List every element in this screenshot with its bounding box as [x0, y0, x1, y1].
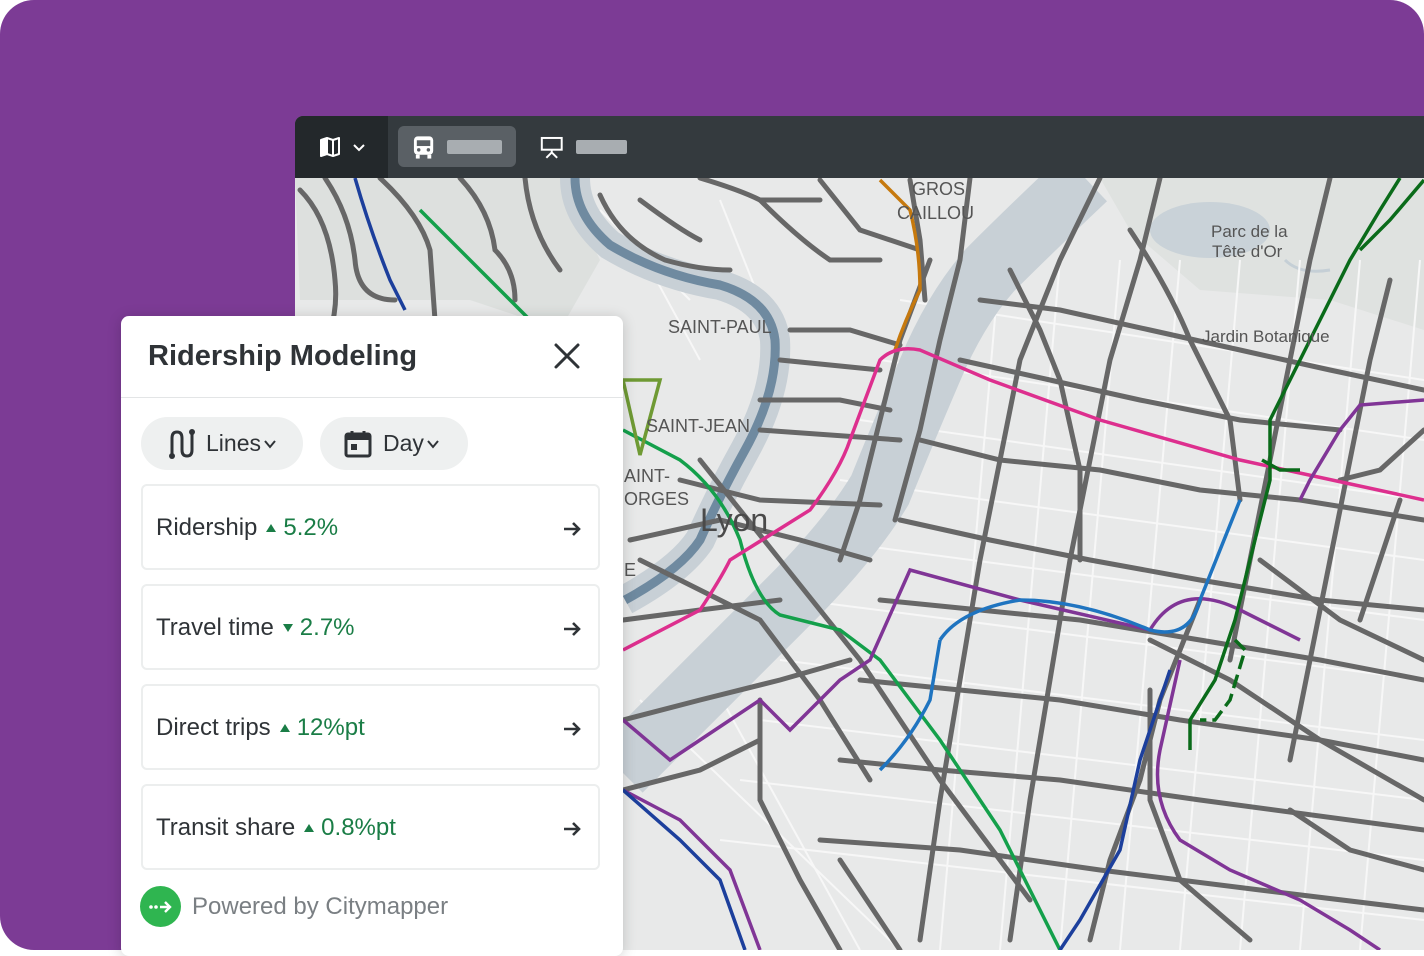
metric-label: Direct trips — [156, 714, 271, 741]
map-icon — [319, 137, 340, 157]
route-icon — [169, 428, 195, 459]
triangle-up-icon — [279, 724, 290, 732]
metric-label: Travel time — [156, 614, 274, 641]
map-city-label: Lyon — [700, 502, 768, 538]
toolbar — [295, 116, 1424, 178]
metric-card-ridership[interactable]: Ridership 5.2% — [141, 484, 600, 570]
metric-label: Transit share — [156, 814, 296, 841]
map-label: Tête d'Or — [1212, 242, 1283, 261]
tab-label-placeholder — [575, 139, 627, 154]
map-label: SAINT-JEAN — [646, 416, 750, 436]
triangle-up-icon — [266, 524, 277, 532]
triangle-up-icon — [304, 824, 315, 832]
arrow-right-icon — [564, 722, 581, 736]
triangle-down-icon — [282, 624, 293, 632]
map-label: Jardin Botanique — [1202, 327, 1330, 346]
close-button[interactable] — [551, 340, 583, 372]
map-label: AINT- — [624, 466, 670, 486]
panel-header: Ridership Modeling — [121, 316, 623, 398]
lines-filter-label: Lines — [206, 430, 261, 456]
calendar-icon — [344, 430, 372, 457]
metric-delta: 2.7% — [282, 614, 355, 642]
close-icon — [554, 343, 580, 369]
arrow-right-icon — [564, 822, 581, 836]
chevron-down-icon — [264, 439, 276, 449]
map-label: Parc de la — [1211, 222, 1288, 241]
metric-card-direct-trips[interactable]: Direct trips 12%pt — [141, 684, 600, 770]
map-label: ORGES — [624, 489, 689, 509]
metric-delta: 5.2% — [265, 514, 338, 542]
bus-icon — [413, 135, 434, 159]
presentation-icon — [540, 136, 563, 159]
chevron-down-icon — [352, 144, 365, 152]
metric-label: Ridership — [156, 514, 258, 541]
metric-value: 0.8%pt — [321, 814, 396, 841]
metric-value: 12%pt — [296, 714, 365, 741]
tab-presentation[interactable] — [526, 126, 641, 167]
metric-card-transit-share[interactable]: Transit share 0.8%pt — [141, 784, 600, 870]
metric-delta: 0.8%pt — [303, 814, 396, 842]
map-label: GROS — [912, 179, 965, 199]
arrow-right-icon — [564, 522, 581, 536]
metric-value: 2.7% — [299, 614, 355, 641]
powered-by-citymapper: Powered by Citymapper — [140, 886, 448, 927]
arrow-right-icon — [564, 622, 581, 636]
tab-transit[interactable] — [398, 126, 516, 167]
lines-filter-dropdown[interactable]: Lines — [141, 417, 303, 470]
panel-title: Ridership Modeling — [148, 340, 418, 372]
map-label: E — [624, 560, 636, 580]
ridership-panel: Ridership Modeling Lines Day — [121, 316, 623, 956]
map-label: SAINT-PAUL — [668, 317, 772, 337]
day-filter-label: Day — [383, 430, 424, 456]
powered-by-text: Powered by Citymapper — [192, 892, 449, 920]
metric-delta: 12%pt — [279, 714, 365, 742]
citymapper-arrow-icon — [148, 900, 172, 913]
metric-value: 5.2% — [283, 514, 339, 541]
tab-label-placeholder — [447, 139, 502, 154]
view-switch-dropdown[interactable] — [295, 116, 388, 178]
map-label: CAILLOU — [897, 203, 974, 223]
chevron-down-icon — [427, 439, 439, 449]
metric-card-travel-time[interactable]: Travel time 2.7% — [141, 584, 600, 670]
citymapper-logo — [140, 886, 181, 927]
day-filter-dropdown[interactable]: Day — [320, 417, 468, 470]
